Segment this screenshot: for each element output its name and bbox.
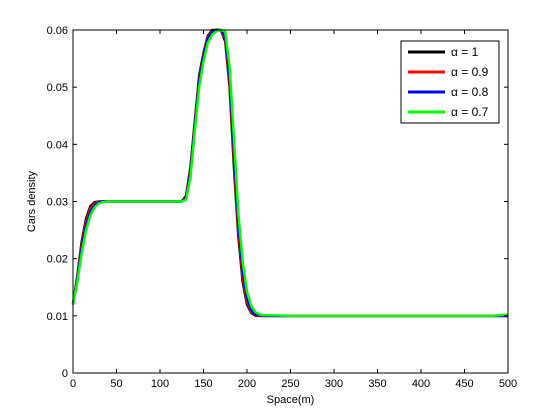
ticks-layer: 0 50 100 150 200 250 300 350 400 450 500 0 0.01 0.02 0… (47, 25, 518, 390)
y-tick-label: 0.04 (47, 139, 68, 151)
series-layer (71, 28, 509, 318)
y-tick-label: 0.03 (47, 197, 68, 209)
legend-box (400, 40, 500, 124)
x-tick-label: 50 (110, 378, 122, 390)
legend-label-1: α = 1 (451, 45, 479, 59)
x-tick-label: 500 (499, 378, 517, 390)
x-tick-label: 450 (455, 378, 473, 390)
x-tick-label: 100 (151, 378, 169, 390)
y-tick-label: 0.01 (47, 311, 68, 323)
x-tick-label: 400 (412, 378, 430, 390)
x-axis-label: Space(m) (267, 394, 315, 406)
y-tick-label: 0.05 (47, 82, 68, 94)
x-tick-label: 150 (194, 378, 212, 390)
y-axis-label: Cars density (26, 170, 38, 232)
legend-label-4: α = 0.7 (451, 105, 489, 119)
legend-label-2: α = 0.9 (451, 65, 489, 79)
y-tick-label: 0.02 (47, 254, 68, 266)
x-tick-label: 200 (238, 378, 256, 390)
x-tick-label: 0 (70, 378, 76, 390)
series-line-4 (71, 28, 509, 318)
legend: α = 1 α = 0.9 α = 0.8 α = 0.7 (400, 40, 500, 124)
y-tick-label: 0 (62, 368, 68, 380)
x-tick-label: 300 (325, 378, 343, 390)
legend-label-3: α = 0.8 (451, 85, 489, 99)
series-line-3 (71, 28, 508, 318)
x-tick-label: 350 (368, 378, 386, 390)
y-tick-label: 0.06 (47, 25, 68, 37)
x-tick-label: 250 (281, 378, 299, 390)
